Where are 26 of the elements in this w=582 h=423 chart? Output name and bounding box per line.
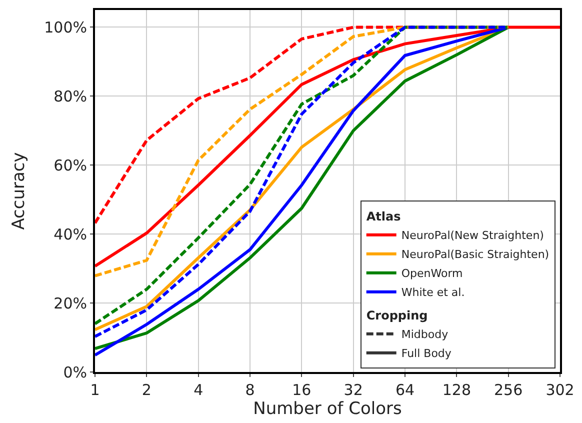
y-tick-label: 20% xyxy=(54,294,87,312)
x-tick-label: 128 xyxy=(442,381,471,399)
legend-label: Midbody xyxy=(401,328,449,342)
y-axis-title: Accuracy xyxy=(9,152,30,230)
x-tick-label: 4 xyxy=(194,381,204,399)
x-tick-label: 16 xyxy=(292,381,312,399)
legend-label: NeuroPal(New Straighten) xyxy=(401,229,544,242)
x-tick-label: 64 xyxy=(395,381,415,399)
x-tick-label: 32 xyxy=(344,381,363,399)
y-tick-label: 40% xyxy=(54,225,87,244)
legend-label: Full Body xyxy=(401,347,452,360)
x-axis-title: Number of Colors xyxy=(253,399,402,419)
legend-label: White et al. xyxy=(401,286,465,300)
legend-label: NeuroPal(Basic Straighten) xyxy=(401,248,550,262)
y-tick-label: 60% xyxy=(54,156,87,174)
y-tick-label: 100% xyxy=(44,18,87,36)
x-tick-label: 1 xyxy=(90,381,100,399)
y-tick-label: 0% xyxy=(63,363,87,382)
x-tick-label: 2 xyxy=(142,381,152,399)
y-tick-label: 80% xyxy=(54,87,87,106)
x-tick-label: 8 xyxy=(245,381,255,399)
text: Atlas xyxy=(366,210,401,224)
legend-label: OpenWorm xyxy=(401,267,463,280)
x-tick-label: 302 xyxy=(546,381,574,399)
text: Cropping xyxy=(366,308,428,323)
x-tick-label: 256 xyxy=(494,381,523,399)
